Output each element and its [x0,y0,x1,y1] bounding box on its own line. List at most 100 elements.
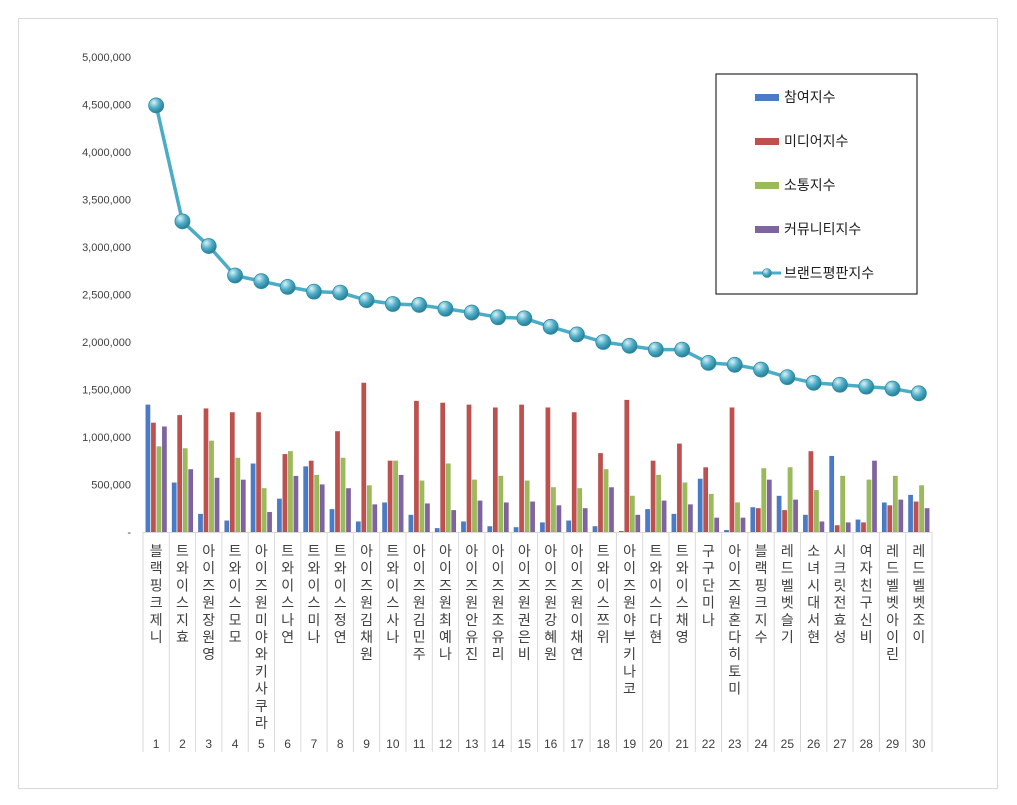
legend-label: 참여지수 [784,90,836,106]
bar-소통지수 [445,463,451,533]
bar-미디어지수 [571,412,577,533]
bar-커뮤니티지수 [372,504,378,533]
bar-참여지수 [566,520,572,533]
bar-참여지수 [724,529,730,533]
bar-소통지수 [366,485,372,533]
line-point [516,310,533,327]
bar-커뮤니티지수 [319,484,325,533]
bar-참여지수 [829,455,835,533]
bar-커뮤니티지수 [214,477,220,533]
bar-미디어지수 [624,399,630,533]
bar-참여지수 [355,521,361,533]
x-index-label: 28 [860,737,874,751]
bar-소통지수 [919,485,925,533]
line-point [358,292,375,309]
bar-커뮤니티지수 [766,479,772,533]
legend-swatch [755,94,779,101]
x-index-label: 17 [570,737,584,751]
line-point [700,354,717,371]
bar-소통지수 [892,475,898,533]
line-point [227,267,243,284]
x-index-label: 21 [675,737,689,751]
x-index-label: 16 [544,737,558,751]
line-point [674,341,691,358]
x-index-label: 1 [153,737,160,751]
x-index-label: 29 [886,737,900,751]
x-index-label: 3 [205,737,212,751]
bar-커뮤니티지수 [793,499,799,533]
y-tick-label: 2,500,000 [82,290,131,302]
bar-소통지수 [524,480,530,533]
bar-참여지수 [408,514,414,533]
x-index-label: 14 [491,737,505,751]
x-index-label: 7 [311,737,318,751]
line-point [726,356,743,373]
x-index-label: 5 [258,737,265,751]
x-index-label: 9 [363,737,370,751]
bar-소통지수 [735,502,741,533]
bar-미디어지수 [861,522,867,533]
legend-label: 소통지수 [784,178,836,194]
bar-소통지수 [340,457,346,533]
y-tick-label: 1,500,000 [82,385,131,397]
legend-marker [762,268,772,278]
line-point [858,378,875,395]
bar-참여지수 [671,513,677,533]
bar-소통지수 [813,490,819,533]
bar-미디어지수 [519,404,525,533]
bar-참여지수 [618,530,624,533]
bar-참여지수 [329,509,335,533]
bar-미디어지수 [282,453,288,533]
line-point [200,238,217,254]
x-index-label: 4 [232,737,239,751]
bar-소통지수 [656,474,662,533]
bar-참여지수 [276,498,282,533]
bars [145,382,930,533]
bar-미디어지수 [361,382,367,533]
y-tick-label: 5,000,000 [82,52,131,64]
line-point [595,334,612,350]
bar-커뮤니티지수 [740,517,746,533]
x-index-label: 2 [179,737,186,751]
y-tick-label: 1,000,000 [82,432,131,444]
x-index-label: 26 [807,737,821,751]
bar-미디어지수 [203,408,209,533]
bar-미디어지수 [782,509,788,533]
x-index-label: 30 [912,737,926,751]
x-index-label: 25 [781,737,795,751]
bar-커뮤니티지수 [609,487,615,533]
bar-참여지수 [224,520,230,533]
bar-소통지수 [866,479,872,533]
line-point [910,385,927,402]
bar-커뮤니티지수 [556,505,562,533]
bar-커뮤니티지수 [240,479,246,533]
x-index-label: 27 [833,737,847,751]
x-index-label: 10 [386,737,400,751]
x-index-label: 8 [337,737,344,751]
x-index-label: 11 [413,737,426,751]
x-index-label: 13 [465,737,479,751]
bar-미디어지수 [308,460,314,533]
y-tick-label: 3,500,000 [82,195,131,207]
bar-참여지수 [434,528,440,533]
bar-참여지수 [145,404,151,533]
bar-소통지수 [682,482,688,533]
bar-소통지수 [840,475,846,533]
y-tick-label: 4,000,000 [82,147,131,159]
x-index-label: 19 [623,737,637,751]
bar-소통지수 [603,469,609,533]
bar-참여지수 [697,478,703,533]
line-point [463,304,480,321]
